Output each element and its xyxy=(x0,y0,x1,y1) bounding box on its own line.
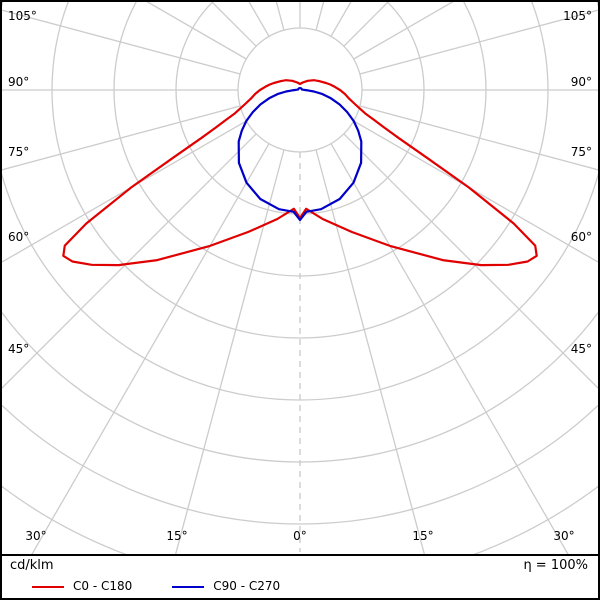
grid-ray xyxy=(353,120,598,263)
grid-ray xyxy=(2,133,257,389)
angle-label: 60° xyxy=(8,230,29,244)
grid-ray xyxy=(330,143,569,554)
angle-label: 105° xyxy=(563,9,592,23)
c0-c180-label: C0 - C180 xyxy=(73,579,133,593)
grid-ring xyxy=(175,2,425,215)
grid-ray xyxy=(174,149,285,554)
grid-ray xyxy=(359,105,598,171)
legend-bar: cd/klm η = 100% C0 - C180 C90 - C270 xyxy=(2,554,598,598)
angle-label: 15° xyxy=(166,529,187,543)
angle-label: 45° xyxy=(8,342,29,356)
grid-ring xyxy=(237,27,363,153)
legend-series-row: C0 - C180 C90 - C270 xyxy=(10,580,588,593)
c90-c270-curve xyxy=(237,86,363,222)
intensity-curves xyxy=(62,79,538,267)
c0-c180-curve xyxy=(62,79,538,267)
angle-label: 75° xyxy=(8,145,29,159)
angle-label: 15° xyxy=(412,529,433,543)
grid-ray xyxy=(2,105,241,171)
c90-c270-label: C90 - C270 xyxy=(213,579,281,593)
legend-top-row: cd/klm η = 100% xyxy=(10,559,588,573)
efficiency-label: η = 100% xyxy=(523,558,588,573)
angle-label: 105° xyxy=(8,9,37,23)
grid-ray xyxy=(2,120,247,263)
grid-ray xyxy=(211,2,257,47)
angle-label: 60° xyxy=(571,230,592,244)
angle-label: 75° xyxy=(571,145,592,159)
legend-item-c0-c180: C0 - C180 xyxy=(32,580,132,593)
grid-ray xyxy=(343,133,598,389)
angle-label: 30° xyxy=(553,529,574,543)
c0-c180-line-swatch xyxy=(32,585,64,588)
angle-label: 90° xyxy=(571,75,592,89)
c90-c270-line-swatch xyxy=(172,585,205,588)
grid-ray xyxy=(315,149,426,554)
grid-ray xyxy=(343,2,389,47)
grid-ray xyxy=(2,9,241,75)
angle-label: 45° xyxy=(571,342,592,356)
legend-item-c90-c270: C90 - C270 xyxy=(172,580,280,593)
angle-label: 30° xyxy=(25,529,46,543)
polar-intensity-chart: 105° 90° 75° 60° 45° 105° 90° 75° 60° 45° 30° 15° 0°… xyxy=(2,2,598,554)
grid-ray xyxy=(359,9,598,75)
grid-ring xyxy=(2,404,598,525)
grid-ray xyxy=(31,143,270,554)
angle-label: 90° xyxy=(8,75,29,89)
angle-label: 0° xyxy=(293,529,307,543)
unit-label: cd/klm xyxy=(10,558,54,573)
angle-labels: 105° 90° 75° 60° 45° 105° 90° 75° 60° 45° 30° 15° 0°… xyxy=(8,9,592,543)
polar-grid xyxy=(2,2,598,554)
